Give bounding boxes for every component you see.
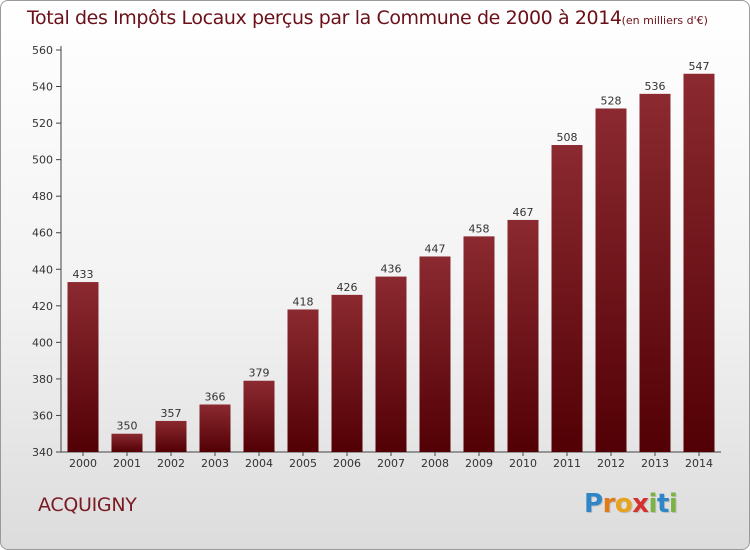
y-tick-label: 560 [32,44,53,57]
bar-value-label: 547 [689,60,710,73]
y-tick-label: 520 [32,117,53,130]
logo-letter: i [648,489,658,519]
bar [375,276,407,452]
bar-value-label: 436 [381,263,402,276]
x-tick-label: 2003 [201,457,229,470]
bar-value-label: 379 [249,367,270,380]
x-tick-label: 2005 [289,457,317,470]
chart-title-unit: (en milliers d'€) [621,14,708,27]
commune-name: ACQUIGNY [38,494,137,516]
bar [199,404,231,452]
x-tick-label: 2009 [465,457,493,470]
bar [243,380,275,452]
bar-value-label: 366 [205,390,226,403]
bar-value-label: 433 [73,268,94,281]
bar [595,108,627,453]
bar [67,282,99,452]
chart-labels: 340 360 380 400 420 440 460 480 500 520 540 560 2000… [32,44,713,470]
bar-value-label: 536 [645,80,666,93]
bar [463,236,495,452]
bar [507,219,539,452]
bar [419,256,451,452]
logo-letter: o [614,489,633,519]
chart-bars [67,73,715,453]
x-tick-label: 2004 [245,457,273,470]
y-tick-label: 480 [32,190,53,203]
proxiti-logo: Proxiti [584,489,678,519]
bar-value-label: 426 [337,281,358,294]
bar-value-label: 467 [513,206,534,219]
y-tick-label: 420 [32,300,53,313]
y-tick-label: 440 [32,263,53,276]
logo-letter: r [602,489,616,519]
x-tick-label: 2000 [69,457,97,470]
y-tick-label: 500 [32,154,53,167]
bar-value-label: 447 [425,242,446,255]
y-tick-label: 360 [32,409,53,422]
bar-value-label: 418 [293,295,314,308]
x-tick-label: 2002 [157,457,185,470]
bar-value-label: 528 [601,94,622,107]
chart-title: Total des Impôts Locaux perçus par la Co… [27,7,708,29]
x-tick-label: 2008 [421,457,449,470]
bar [683,73,715,452]
x-tick-label: 2006 [333,457,361,470]
bar [551,145,583,452]
x-tick-label: 2014 [685,457,713,470]
logo-letter: x [632,489,649,519]
bar [155,420,187,452]
y-tick-label: 540 [32,81,53,94]
x-tick-label: 2001 [113,457,141,470]
chart-title-text: Total des Impôts Locaux perçus par la Co… [27,7,622,29]
bar [639,93,671,452]
x-tick-label: 2007 [377,457,405,470]
logo-letter: P [584,489,603,519]
x-tick-label: 2010 [509,457,537,470]
y-tick-label: 400 [32,336,53,349]
bar-value-label: 508 [557,131,578,144]
x-tick-label: 2013 [641,457,669,470]
bar-value-label: 350 [117,420,138,433]
y-tick-label: 340 [32,446,53,459]
bar [331,294,363,452]
bar [111,433,143,452]
logo-letter: i [668,489,678,519]
bar [287,309,319,452]
y-tick-label: 380 [32,373,53,386]
x-tick-label: 2011 [553,457,581,470]
y-tick-label: 460 [32,227,53,240]
logo-letter: t [656,489,669,519]
bar-value-label: 357 [161,407,182,420]
bar-value-label: 458 [469,222,490,235]
x-tick-label: 2012 [597,457,625,470]
